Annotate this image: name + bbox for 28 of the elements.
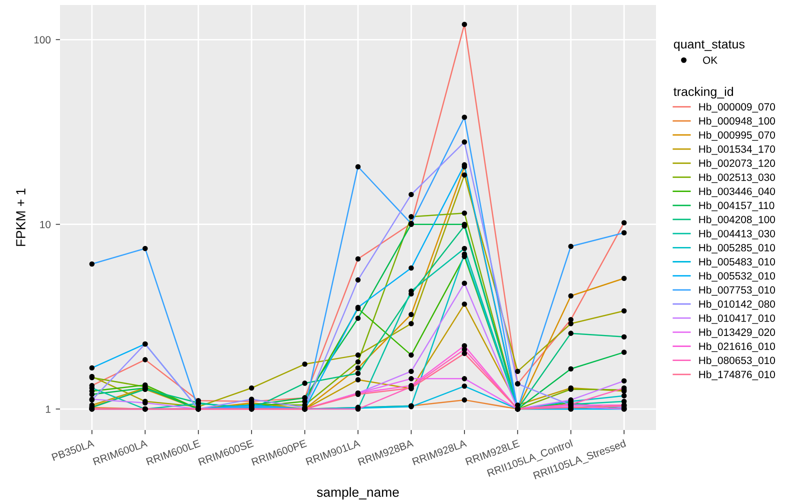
legend-label: Hb_013429_020 [699, 328, 776, 338]
y-tick-label: 10 [40, 220, 51, 228]
legend-label: Hb_001534_170 [699, 145, 776, 155]
legend-label: Hb_010417_010 [699, 314, 776, 324]
legend-label: Hb_000995_070 [699, 131, 776, 141]
legend-label: Hb_005483_010 [699, 258, 776, 268]
legend-label: Hb_005285_010 [699, 244, 776, 254]
legend-label: Hb_080653_010 [699, 356, 776, 366]
legend-label: Hb_005532_010 [699, 272, 776, 282]
y-tick-label: 100 [34, 36, 51, 44]
legend-label: Hb_021616_010 [699, 342, 776, 352]
y-tick-label: 1 [46, 406, 50, 413]
legend-label: Hb_000948_100 [699, 116, 776, 127]
x-axis-title: sample_name [316, 487, 399, 500]
legend-label: Hb_004413_030 [699, 230, 776, 240]
legend-label: Hb_004157_110 [699, 202, 774, 212]
y-axis-title: FPKM + 1 [16, 188, 26, 246]
text: OK [703, 56, 718, 64]
legend-label: Hb_004208_100 [699, 216, 776, 226]
legend-title: tracking_id [674, 86, 734, 99]
legend-label: Hb_003446_040 [699, 187, 776, 198]
text: quant_status [674, 40, 745, 52]
legend-label: Hb_002073_120 [699, 159, 776, 169]
legend-label: Hb_007753_010 [699, 286, 776, 296]
legend-label: Hb_010142_080 [699, 300, 776, 310]
legend-label: Hb_002513_030 [699, 173, 776, 183]
legend-label: Hb_174876_010 [699, 370, 776, 380]
legend-label: Hb_000009_070 [699, 102, 776, 113]
